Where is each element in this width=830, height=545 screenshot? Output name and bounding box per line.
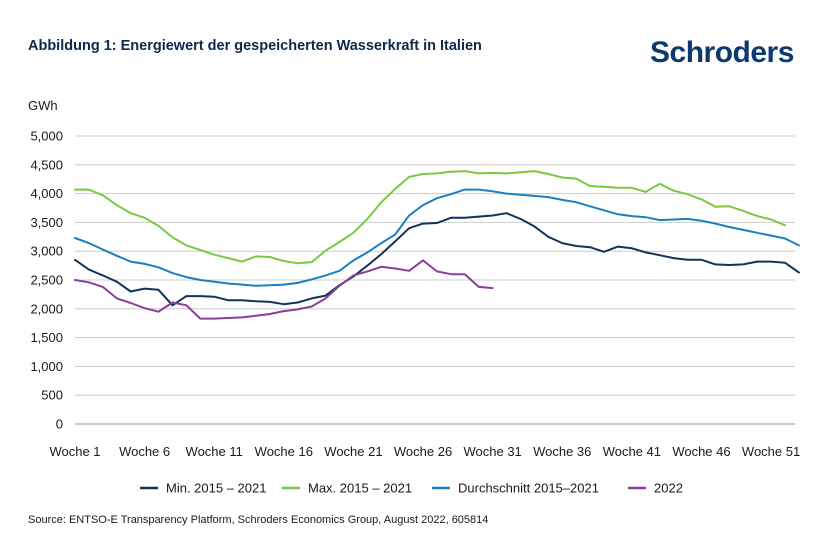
series-line-avg [74,188,800,287]
series-lines [74,170,800,320]
x-axis-ticks: Woche 1 Woche 6 Woche 11 Woche 16 Woche 21 Wo… [49,444,800,459]
y-tick-label: 4,500 [30,157,63,172]
y-tick-label: 1,500 [30,330,63,345]
series-line-max [74,170,786,265]
legend-label-min: Min. 2015 – 2021 [166,481,266,496]
y-axis-label: GWh [28,98,58,113]
x-tick-label: Woche 36 [533,444,591,459]
y-tick-label: 4,000 [30,186,63,201]
x-tick-label: Woche 21 [324,444,382,459]
y-tick-label: 1,000 [30,359,63,374]
legend-label-max: Max. 2015 – 2021 [308,481,412,496]
x-tick-label: Woche 51 [742,444,800,459]
y-tick-label: 0 [56,417,63,432]
legend: Min. 2015 – 2021 Max. 2015 – 2021 Durchsch… [140,481,683,496]
legend-label-avg: Durchschnitt 2015–2021 [458,481,599,496]
series-line-min [74,212,800,307]
x-tick-label: Woche 11 [186,444,243,459]
source-note: Source: ENTSO-E Transparency Platform, S… [28,514,489,526]
y-tick-label: 5,000 [30,129,63,144]
y-axis-ticks: 0 500 1,000 1,500 2,000 2,500 3,000 3,500 4,000 4… [30,129,63,432]
x-tick-label: Woche 26 [394,444,452,459]
y-tick-label: 2,000 [30,301,63,316]
x-tick-label: Woche 31 [463,444,521,459]
y-tick-label: 2,500 [30,273,63,288]
y-tick-label: 500 [41,388,63,403]
x-tick-label: Woche 16 [255,444,313,459]
x-tick-label: Woche 1 [49,444,100,459]
legend-label-y2022: 2022 [654,481,683,496]
brand-logo: Schroders [650,36,794,69]
x-tick-label: Woche 41 [603,444,661,459]
series-line-y2022 [74,259,494,320]
gridlines [75,135,795,425]
y-tick-label: 3,000 [30,244,63,259]
chart-title: Abbildung 1: Energiewert der gespeichert… [28,38,482,54]
x-tick-label: Woche 6 [119,444,170,459]
y-tick-label: 3,500 [30,215,63,230]
x-tick-label: Woche 46 [672,444,730,459]
